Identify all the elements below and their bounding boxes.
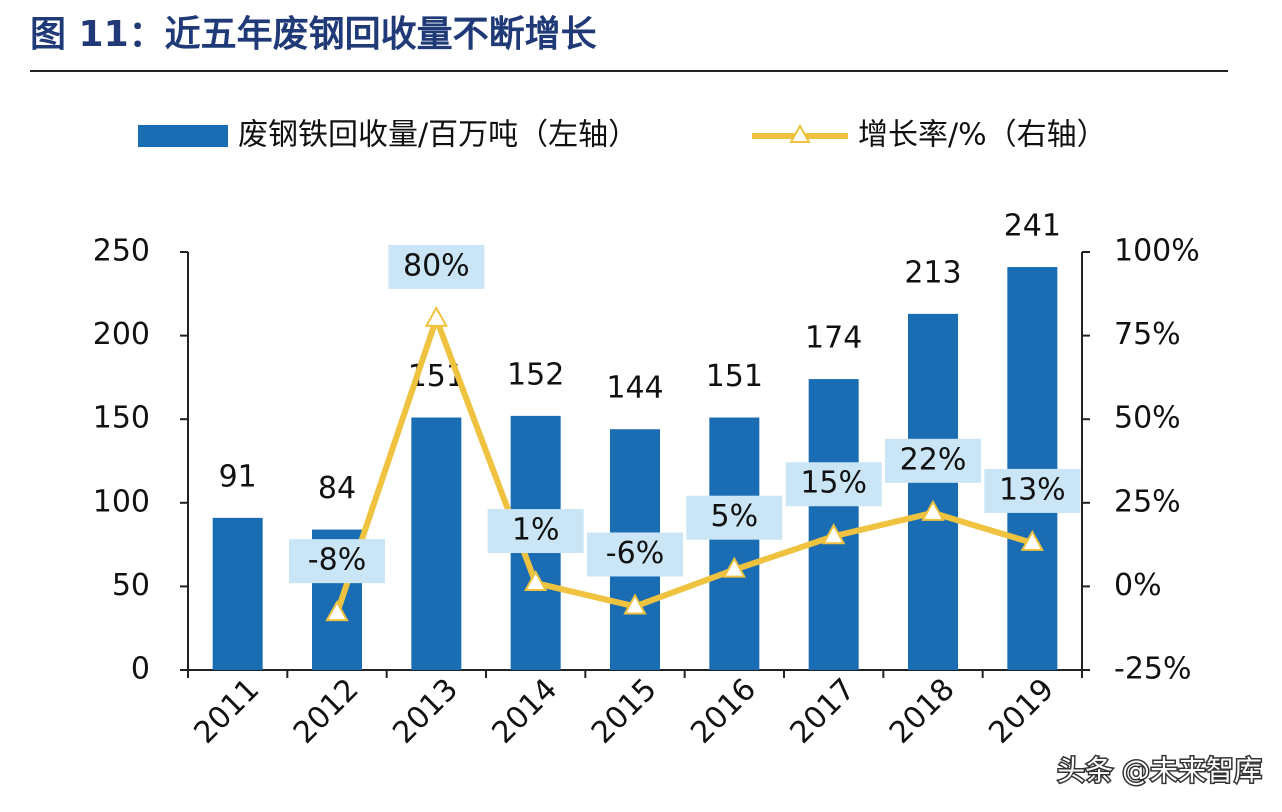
y-tick-label: 50 [112,568,150,603]
bar-value-label: 144 [606,371,663,406]
y-tick-label: 200 [93,317,150,352]
x-tick-label: 2015 [585,672,664,751]
bar-value-label: 152 [507,357,564,392]
bar-value-label: 84 [318,471,356,506]
bar [709,417,760,670]
legend-label: 废钢铁回收量/百万吨（左轴） [238,118,638,153]
y-tick-label: 250 [93,234,150,269]
value-label-box [487,509,584,554]
x-tick-label: 2018 [883,672,962,751]
y-tick-label: 0 [131,652,150,687]
line-value-label: -6% [606,536,664,571]
line-marker [523,569,548,592]
x-tick-label: 2013 [386,672,465,751]
x-tick-label: 2017 [784,672,863,751]
y-tick-label: 150 [93,401,150,436]
line-marker [821,523,846,545]
y2-tick-label: 100% [1114,234,1200,269]
line-marker [1020,529,1045,551]
line-value-label: 1% [512,513,560,548]
line-value-label: 22% [900,442,967,477]
y2-tick-label: 25% [1114,484,1181,519]
bar [212,517,263,670]
bar [411,417,462,670]
bar-value-label: 213 [904,255,961,290]
y2-tick-label: -25% [1114,652,1192,687]
legend-swatch [789,123,811,143]
line-value-label: 13% [999,472,1066,507]
x-tick-label: 2014 [486,672,565,751]
x-tick-label: 2019 [982,672,1061,751]
x-tick-label: 2016 [684,672,763,751]
value-label-box [686,495,783,540]
value-label-box [388,244,485,289]
bar-value-label: 91 [219,459,257,494]
line-marker [424,305,449,327]
value-label-box [587,532,683,577]
line-value-label: 80% [403,248,470,283]
line-marker [623,593,647,615]
x-tick-label: 2012 [287,672,366,751]
y-tick-label: 100 [93,484,150,519]
chart-title: 图 11：近五年废钢回收量不断增长 [30,14,597,55]
line-value-label: 15% [800,466,867,501]
line-marker [325,600,349,622]
bar [908,313,958,670]
legend-swatch [138,125,228,147]
line-value-label: 5% [711,499,759,534]
x-tick-label: 2011 [188,672,267,751]
bar-value-label: 241 [1004,209,1061,244]
value-label-box [984,468,1081,513]
value-label-box [885,438,981,483]
bar-value-label: 151 [706,359,763,394]
line-value-label: -8% [308,543,366,578]
value-label-box [785,462,882,507]
legend-label: 增长率/%（右轴） [858,118,1107,153]
watermark: 头条 @未来智库 [1057,754,1262,787]
y2-tick-label: 0% [1114,568,1162,603]
line [334,315,1034,615]
y2-tick-label: 75% [1114,317,1181,352]
bar [1007,267,1058,670]
bar-value-label: 174 [805,321,862,356]
y2-tick-label: 50% [1114,401,1181,436]
line-marker [722,556,747,578]
value-label-box [289,539,385,584]
line-marker [921,499,945,521]
